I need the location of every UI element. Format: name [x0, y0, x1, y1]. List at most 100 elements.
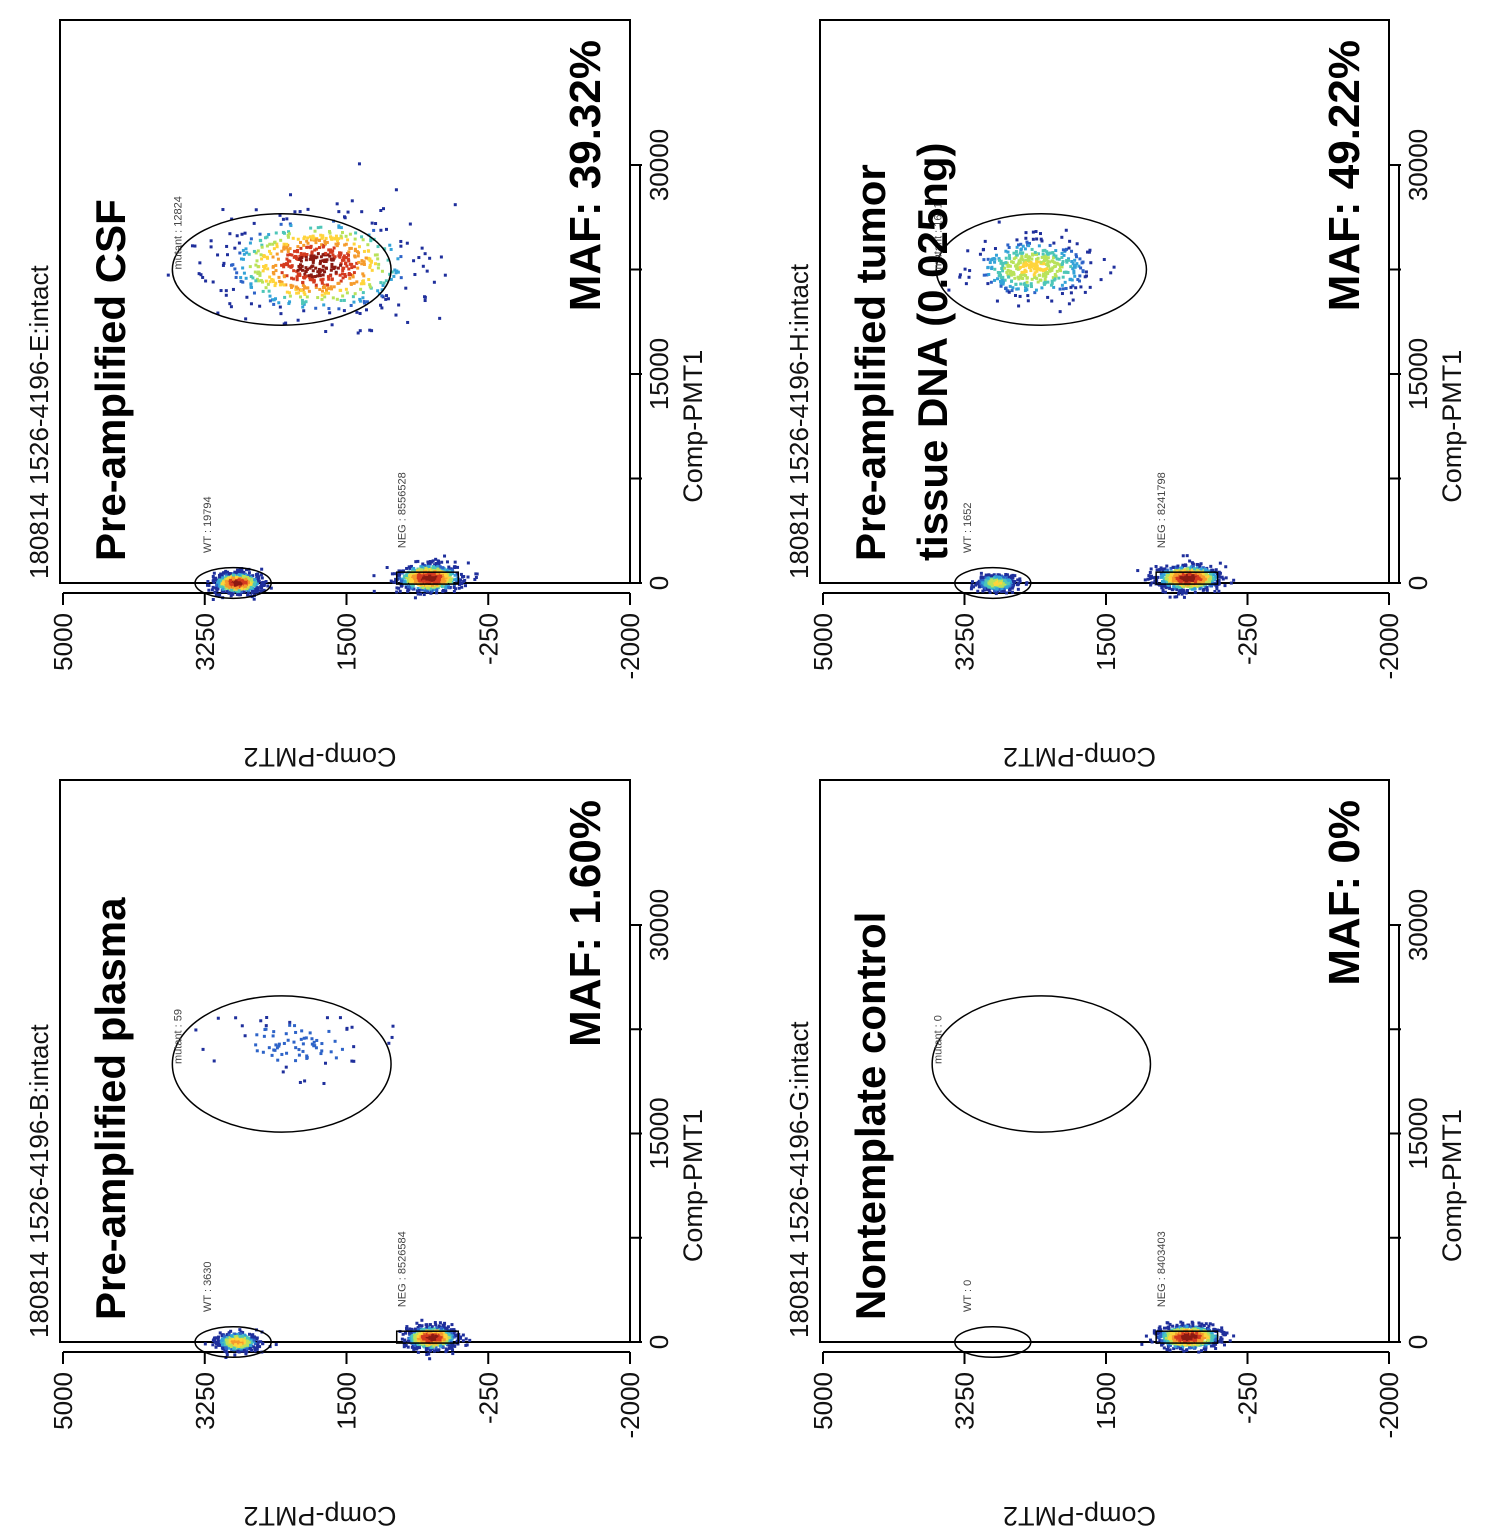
scatter-point	[406, 589, 410, 593]
scatter-point	[447, 567, 451, 571]
scatter-point	[428, 587, 432, 591]
scatter-point	[362, 260, 366, 264]
gate-label-neg: NEG : 8556528	[397, 472, 409, 548]
scatter-point	[1187, 1333, 1191, 1337]
scatter-point	[329, 285, 333, 289]
gate-neg[interactable]	[395, 571, 460, 585]
scatter-point	[350, 1025, 354, 1029]
scatter-point	[436, 1348, 440, 1352]
scatter-point	[380, 269, 384, 273]
scatter-point	[247, 571, 251, 575]
pmt2-tick-label: 1500	[1091, 1372, 1121, 1430]
scatter-point	[216, 1339, 220, 1343]
scatter-point	[310, 275, 314, 279]
scatter-point	[1007, 578, 1011, 582]
scatter-point	[257, 579, 261, 583]
scatter-point	[360, 259, 364, 263]
scatter-point	[298, 210, 302, 214]
scatter-point	[215, 1342, 219, 1346]
scatter-point	[462, 580, 466, 584]
scatter-point	[430, 1327, 434, 1331]
pmt1-tick-label: 15000	[644, 1097, 674, 1169]
scatter-point	[428, 560, 432, 564]
scatter-point	[231, 592, 235, 596]
scatter-point	[368, 285, 372, 289]
scatter-point	[357, 162, 361, 166]
scatter-point	[240, 587, 244, 591]
gate-mutant[interactable]	[931, 995, 1152, 1133]
scatter-point	[232, 1346, 236, 1350]
gate-wt[interactable]	[194, 1325, 272, 1359]
scatter-point	[980, 584, 984, 588]
scatter-point	[231, 263, 235, 267]
scatter-point	[1191, 1327, 1195, 1331]
scatter-point	[461, 1333, 465, 1337]
scatter-point	[340, 236, 344, 240]
scatter-point	[979, 582, 983, 586]
scatter-point	[1010, 586, 1014, 590]
scatter-point	[268, 280, 272, 284]
scatter-point	[286, 250, 290, 254]
scatter-point	[344, 234, 348, 238]
scatter-point	[236, 568, 240, 572]
scatter-point	[1000, 590, 1004, 594]
scatter-point	[441, 578, 445, 582]
gate-wt[interactable]	[954, 1325, 1032, 1359]
scatter-point	[1011, 590, 1015, 594]
scatter-point	[225, 581, 229, 585]
scatter-point	[407, 565, 411, 569]
scatter-point	[1193, 1337, 1197, 1341]
scatter-point	[437, 575, 441, 579]
scatter-point	[316, 270, 320, 274]
gate-label-mutant: mutant : 12824	[173, 196, 185, 269]
scatter-point	[313, 229, 317, 233]
scatter-point	[1164, 1340, 1168, 1344]
pmt2-tick-label: -2000	[1374, 1372, 1404, 1439]
scatter-point	[440, 573, 444, 577]
scatter-point	[304, 300, 308, 304]
scatter-point	[308, 276, 312, 280]
scatter-point	[336, 266, 340, 270]
scatter-point	[241, 266, 245, 270]
scatter-point	[310, 265, 314, 269]
scatter-point	[390, 572, 394, 576]
scatter-point	[280, 263, 284, 267]
scatter-point	[288, 1020, 292, 1024]
scatter-point	[437, 1325, 441, 1329]
scatter-point	[1204, 1334, 1208, 1338]
scatter-point	[447, 585, 451, 589]
scatter-point	[314, 266, 318, 270]
scatter-point	[323, 284, 327, 288]
scatter-point	[287, 264, 291, 268]
scatter-point	[988, 590, 992, 594]
scatter-point	[422, 1340, 426, 1344]
scatter-point	[324, 266, 328, 270]
scatter-point	[225, 1350, 229, 1354]
scatter-point	[971, 580, 975, 584]
scatter-point	[1206, 1332, 1210, 1336]
scatter-point	[346, 210, 350, 214]
scatter-point	[259, 585, 263, 589]
scatter-point	[425, 573, 429, 577]
scatter-point	[1180, 1343, 1184, 1347]
scatter-point	[1200, 1336, 1204, 1340]
scatter-point	[349, 303, 353, 307]
gate-wt[interactable]	[194, 566, 272, 600]
gate-neg[interactable]	[395, 1330, 460, 1344]
gate-mutant[interactable]	[171, 213, 392, 326]
scatter-point	[1018, 579, 1022, 583]
scatter-point	[258, 232, 262, 236]
scatter-point	[320, 297, 324, 301]
scatter-point	[244, 317, 248, 321]
x-axis-label: Comp-PMT1	[678, 350, 708, 503]
scatter-point	[251, 276, 255, 280]
scatter-point	[460, 582, 464, 586]
scatter-point	[433, 585, 437, 589]
gate-neg[interactable]	[1155, 1330, 1219, 1344]
gate-mutant[interactable]	[171, 995, 392, 1133]
scatter-point	[272, 302, 276, 306]
scatter-point	[279, 238, 283, 242]
scatter-point	[429, 591, 433, 595]
scatter-point	[322, 1081, 326, 1085]
scatter-point	[228, 302, 232, 306]
